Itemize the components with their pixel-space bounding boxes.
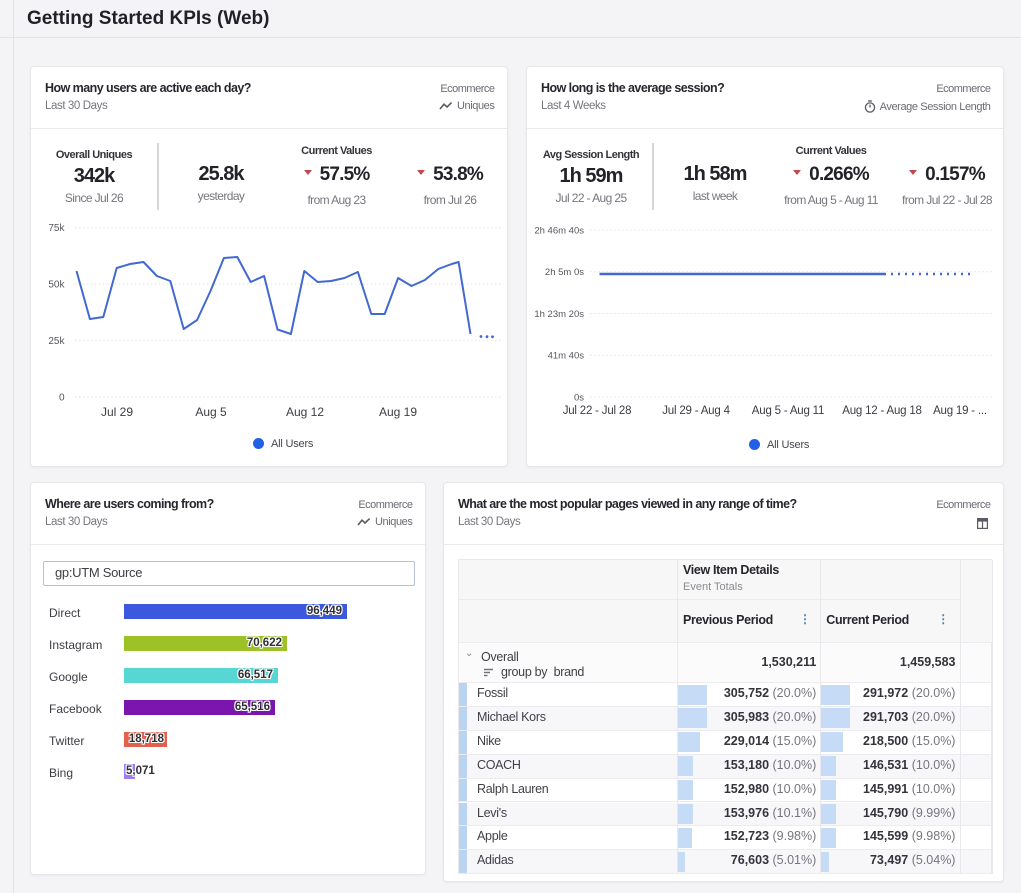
svg-text:1h 23m 20s: 1h 23m 20s <box>534 309 584 320</box>
svg-text:25k: 25k <box>48 336 65 347</box>
svg-text:0: 0 <box>59 393 65 404</box>
svg-text:2h 5m 0s: 2h 5m 0s <box>545 267 584 278</box>
svg-text:41m 40s: 41m 40s <box>548 351 585 362</box>
svg-text:2h 46m 40s: 2h 46m 40s <box>534 226 584 237</box>
svg-text:0s: 0s <box>574 393 584 404</box>
svg-text:50k: 50k <box>48 280 65 291</box>
svg-text:75k: 75k <box>48 223 65 234</box>
